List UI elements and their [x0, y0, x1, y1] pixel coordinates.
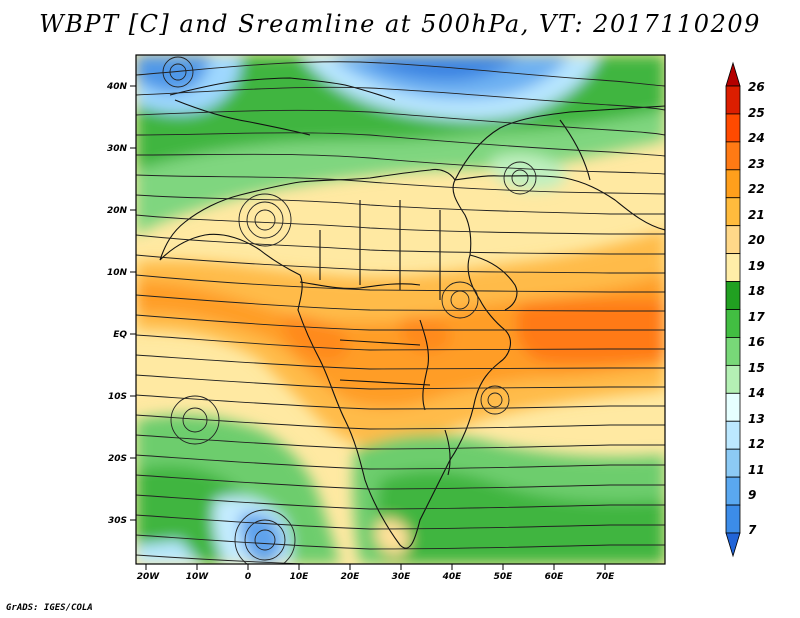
- colorbar-label: 14: [748, 386, 765, 400]
- colorbar-cell: [725, 197, 741, 227]
- colorbar-cell: [725, 141, 741, 171]
- colorbar-cell: [725, 225, 741, 255]
- lat-label: 10N: [107, 268, 128, 278]
- colorbar-cell: [725, 364, 741, 394]
- colorbar-label: 15: [748, 361, 765, 375]
- colorbar-cell: [725, 476, 741, 506]
- colorbar-cell: [725, 281, 741, 310]
- colorbar-cell: [725, 253, 741, 282]
- lon-tick-marks: [145, 564, 606, 570]
- colorbar-cell: [725, 169, 741, 199]
- colorbar-cell: [725, 113, 741, 143]
- lon-label: 10W: [186, 572, 210, 582]
- lon-label: 50E: [494, 572, 514, 582]
- colorbar-label: 16: [748, 335, 765, 349]
- colorbar-top-arrow: [725, 61, 741, 87]
- lat-label: 20N: [107, 206, 128, 216]
- colorbar-cell: [725, 392, 741, 422]
- lat-label: 30N: [107, 144, 128, 154]
- lat-label: 20S: [108, 454, 127, 464]
- lat-tick-marks: [130, 85, 136, 521]
- lon-label: 10E: [290, 572, 310, 582]
- colorbar-label: 20: [748, 233, 765, 247]
- map-title: WBPT [C] and Sreamline at 500hPa, VT: 20…: [39, 10, 761, 38]
- colorbar-label: 11: [748, 463, 765, 477]
- colorbar-cell: [725, 309, 741, 338]
- map-plot: [136, 55, 665, 564]
- lon-label: 60E: [545, 572, 565, 582]
- colorbar-cell: [725, 504, 741, 534]
- lon-label: 0: [245, 572, 251, 582]
- lon-label: 30E: [392, 572, 412, 582]
- colorbar-cell: [725, 420, 741, 450]
- colorbar-label: 25: [748, 106, 765, 120]
- colorbar-cell: [725, 85, 741, 115]
- lon-label: 20W: [137, 572, 161, 582]
- lon-label: 20E: [341, 572, 361, 582]
- colorbar: 26 25 24 23 22 21 20 19 18 17 16 15 14 1…: [725, 61, 765, 558]
- lat-label: 10S: [108, 392, 127, 402]
- coastlines: [159, 77, 665, 549]
- colorbar-bottom-arrow: [725, 532, 741, 558]
- colorbar-label: 7: [748, 523, 757, 537]
- footer-credit: GrADS: IGES/COLA: [6, 603, 93, 613]
- lon-label: 40E: [442, 572, 463, 582]
- colorbar-label: 24: [748, 131, 765, 145]
- colorbar-label: 26: [748, 80, 765, 94]
- streamlines: [136, 56, 665, 564]
- colorbar-label: 22: [748, 182, 765, 196]
- colorbar-cell: [725, 448, 741, 478]
- colorbar-label: 17: [748, 310, 765, 324]
- lat-label: 30S: [108, 516, 127, 526]
- colorbar-label: 13: [748, 412, 765, 426]
- lat-label: 40N: [106, 82, 128, 92]
- colorbar-label: 23: [748, 157, 765, 171]
- wbpt-shading: [136, 55, 665, 564]
- lon-label: 70E: [596, 572, 616, 582]
- colorbar-label: 18: [748, 284, 765, 298]
- colorbar-label: 9: [748, 488, 756, 502]
- colorbar-label: 21: [748, 208, 765, 222]
- colorbar-label: 12: [748, 437, 765, 451]
- lat-label: EQ: [113, 330, 127, 340]
- colorbar-label: 19: [748, 259, 765, 273]
- colorbar-cell: [725, 337, 741, 366]
